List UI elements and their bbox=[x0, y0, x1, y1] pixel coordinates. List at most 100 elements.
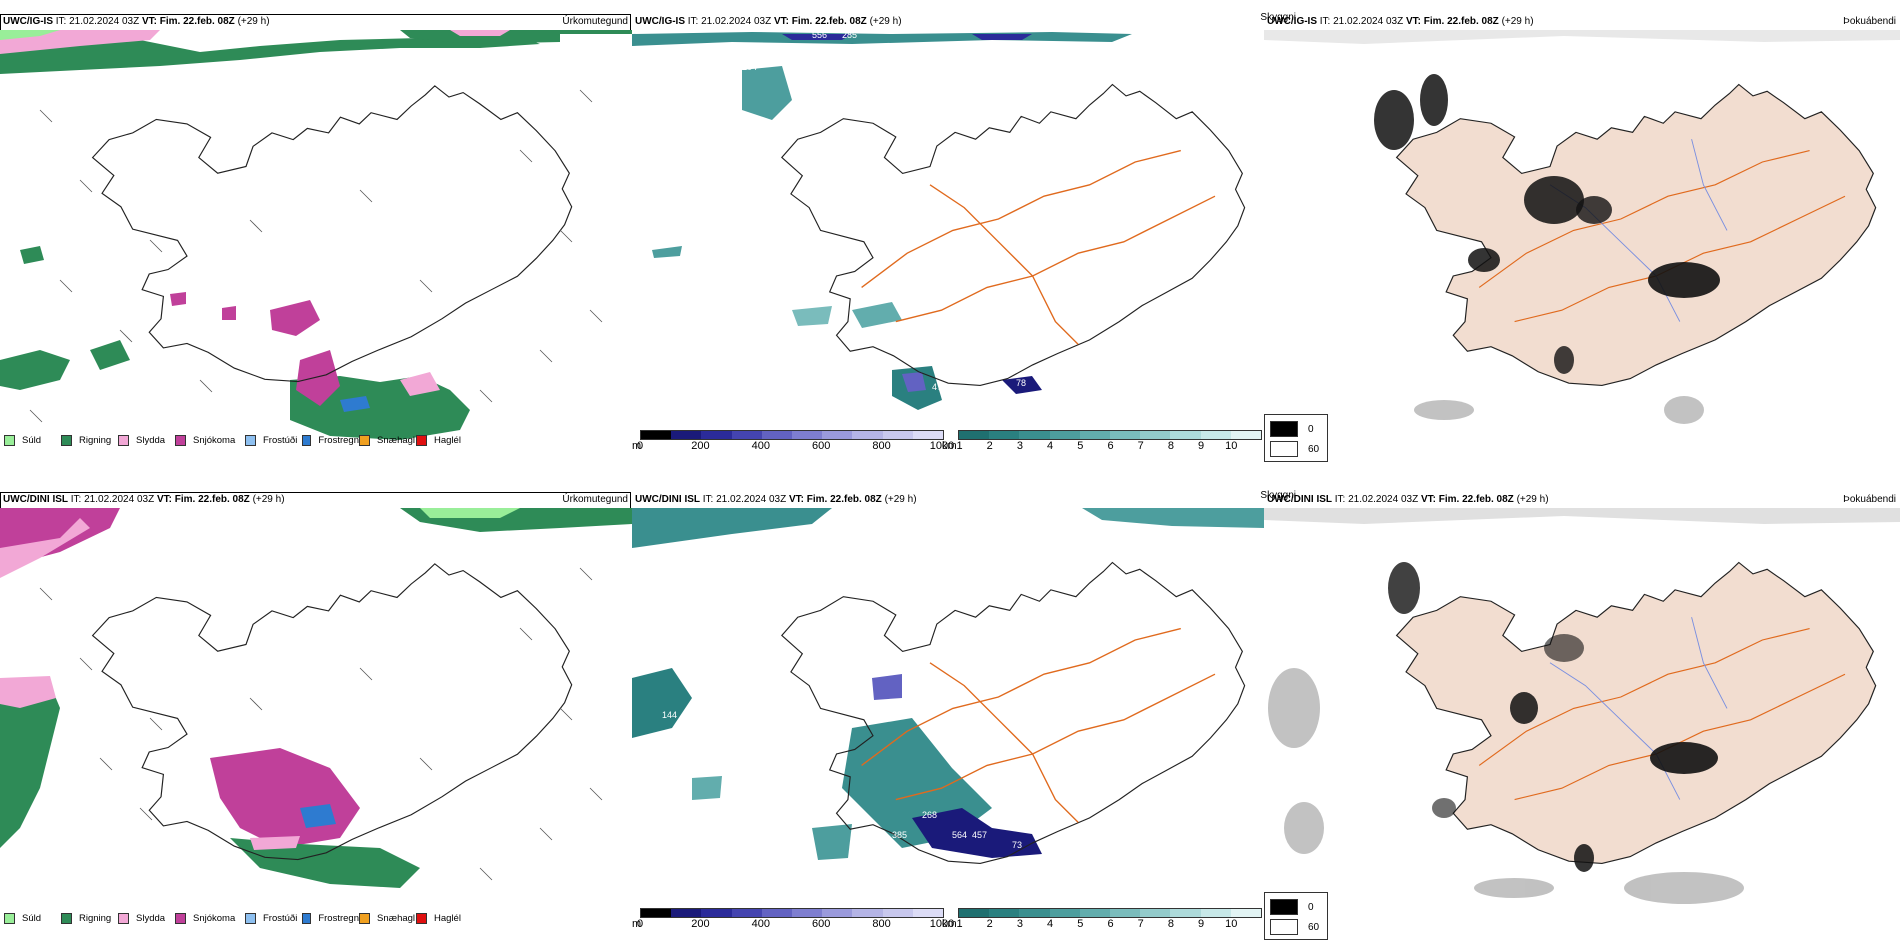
colorbar-step bbox=[1170, 431, 1201, 439]
snow-area bbox=[270, 300, 320, 336]
fog-legend-label: 0 bbox=[1308, 423, 1314, 435]
colorbar-step bbox=[701, 431, 732, 439]
fog-legend-item: 60 bbox=[1270, 919, 1319, 935]
rain-area bbox=[400, 30, 560, 44]
fog-indicator-panel: UWC/IG-IS IT: 21.02.2024 03Z VT: Fim. 22… bbox=[1264, 0, 1900, 470]
legend-item: Haglél bbox=[416, 910, 473, 926]
colorbar-tick-label: 9 bbox=[1198, 918, 1205, 930]
visibility-colorbar: m 0 200 400 600 800 1000 km 1 2 3 4 5 6 7 8 9 10 bbox=[632, 908, 1264, 930]
colorbar-step bbox=[959, 909, 990, 917]
colorbar-tick-label: 200 bbox=[691, 440, 710, 452]
colorbar-unit: km bbox=[942, 440, 957, 452]
model-name: UWC/IG-IS bbox=[1267, 16, 1317, 27]
legend-swatch bbox=[416, 434, 427, 446]
wind-barbs bbox=[39, 567, 603, 881]
legend-label: Slydda bbox=[136, 434, 166, 446]
panel-title: Úrkomutegund bbox=[562, 494, 628, 505]
colorbar-step bbox=[1079, 909, 1111, 917]
fog-legend-item: 0 bbox=[1270, 899, 1314, 915]
legend-label: Súld bbox=[22, 434, 42, 446]
lead-time: (+29 h) bbox=[1501, 16, 1534, 27]
fog-haze bbox=[1264, 30, 1900, 44]
colorbar-step bbox=[701, 909, 732, 917]
colorbar-tick-label: 10 bbox=[1225, 440, 1238, 452]
vt-value: Fim. 22.feb. 08Z bbox=[791, 16, 867, 27]
legend-item: Haglél bbox=[416, 432, 473, 448]
freezing-rain-area bbox=[340, 396, 370, 412]
low-visibility-area bbox=[632, 508, 832, 548]
colorbar-tick-label: 1 bbox=[956, 918, 963, 930]
vt-value: Fim. 22.feb. 08Z bbox=[1438, 494, 1514, 505]
colorbar-tick-label: 600 bbox=[812, 440, 831, 452]
colorbar-step bbox=[989, 909, 1020, 917]
model-name: UWC/DINI ISL bbox=[1267, 494, 1332, 505]
fog-legend-swatch bbox=[1270, 421, 1298, 437]
legend-item: Snjókoma bbox=[175, 910, 245, 926]
colorbar-step bbox=[882, 431, 913, 439]
visibility-value-label: 127 bbox=[882, 858, 897, 868]
visibility-value-label: 30 bbox=[732, 822, 742, 832]
legend-item: Snjókoma bbox=[175, 432, 245, 448]
fog-legend-swatch bbox=[1270, 919, 1298, 935]
sleet-area bbox=[0, 518, 90, 578]
very-low-visibility-area bbox=[972, 34, 1032, 40]
colorbar-step bbox=[959, 431, 990, 439]
legend-label: Snæhagl bbox=[377, 434, 416, 446]
colorbar-step bbox=[852, 431, 883, 439]
colorbar-step bbox=[1019, 909, 1050, 917]
vt-label: VT: bbox=[1405, 16, 1421, 27]
legend-label: Súld bbox=[22, 912, 42, 924]
sleet-area bbox=[450, 30, 510, 36]
low-visibility-area bbox=[632, 668, 692, 738]
legend-item: Súld bbox=[4, 432, 61, 448]
legend-item: Slydda bbox=[118, 910, 175, 926]
rain-area bbox=[0, 34, 540, 74]
legend-label: Rigning bbox=[79, 912, 112, 924]
vt-label: VT: bbox=[788, 494, 804, 505]
panel-header: UWC/IG-IS IT: 21.02.2024 03Z VT: Fim. 22… bbox=[1264, 12, 1900, 30]
colorbar-step bbox=[731, 431, 762, 439]
panel-header: UWC/DINI ISL IT: 21.02.2024 03Z VT: Fim.… bbox=[1264, 490, 1900, 508]
colorbar-tick-label: 7 bbox=[1137, 918, 1144, 930]
legend-swatch bbox=[118, 434, 129, 446]
very-low-visibility-area bbox=[912, 808, 1042, 858]
visibility-value-label: 144 bbox=[662, 710, 677, 720]
colorbar-tick-label: 2 bbox=[986, 440, 993, 452]
vt-value: Fim. 22.feb. 08Z bbox=[174, 494, 250, 505]
fog-legend-swatch bbox=[1270, 899, 1298, 915]
very-low-visibility-area bbox=[782, 34, 852, 40]
it-value: 21.02.2024 03Z bbox=[1333, 16, 1404, 27]
panel-title: Skyggni bbox=[1260, 12, 1296, 23]
legend-item: Slydda bbox=[118, 432, 175, 448]
colorbar-tick-label: 4 bbox=[1047, 440, 1054, 452]
fog-haze bbox=[1414, 396, 1704, 424]
legend-label: Slydda bbox=[136, 912, 166, 924]
colorbar-step bbox=[792, 431, 823, 439]
colorbar-step bbox=[822, 909, 853, 917]
vt-value: Fim. 22.feb. 08Z bbox=[159, 16, 235, 27]
freezing-rain-area bbox=[300, 804, 336, 828]
vt-label: VT: bbox=[1420, 494, 1436, 505]
colorbar-step bbox=[1019, 431, 1050, 439]
drizzle-area bbox=[0, 30, 60, 40]
it-value: 21.02.2024 03Z bbox=[84, 494, 155, 505]
precip-type-panel: UWC/DINI ISL IT: 21.02.2024 03Z VT: Fim.… bbox=[0, 478, 632, 948]
colorbar-step bbox=[912, 431, 944, 439]
sleet-area bbox=[400, 372, 440, 396]
panel-header: UWC/IG-IS IT: 21.02.2024 03Z VT: Fim. 22… bbox=[0, 12, 632, 30]
colorbar-tick-label: 200 bbox=[691, 918, 710, 930]
it-value: 21.02.2024 03Z bbox=[716, 494, 787, 505]
snow-area bbox=[170, 292, 186, 306]
fog-legend-label: 60 bbox=[1308, 443, 1320, 455]
it-label: IT: bbox=[1319, 16, 1331, 27]
colorbar-tick-label: 400 bbox=[751, 918, 770, 930]
low-visibility-area bbox=[852, 302, 902, 328]
colorbar-unit: km bbox=[942, 918, 957, 930]
visibility-panel: UWC/IG-IS IT: 21.02.2024 03Z VT: Fim. 22… bbox=[632, 0, 1296, 470]
fog-legend-swatch bbox=[1270, 441, 1298, 457]
fog-legend-item: 60 bbox=[1270, 441, 1319, 457]
iceland-outline bbox=[781, 83, 1246, 387]
lead-time: (+29 h) bbox=[252, 494, 285, 505]
vt-label: VT: bbox=[156, 494, 172, 505]
legend-swatch bbox=[302, 912, 312, 924]
